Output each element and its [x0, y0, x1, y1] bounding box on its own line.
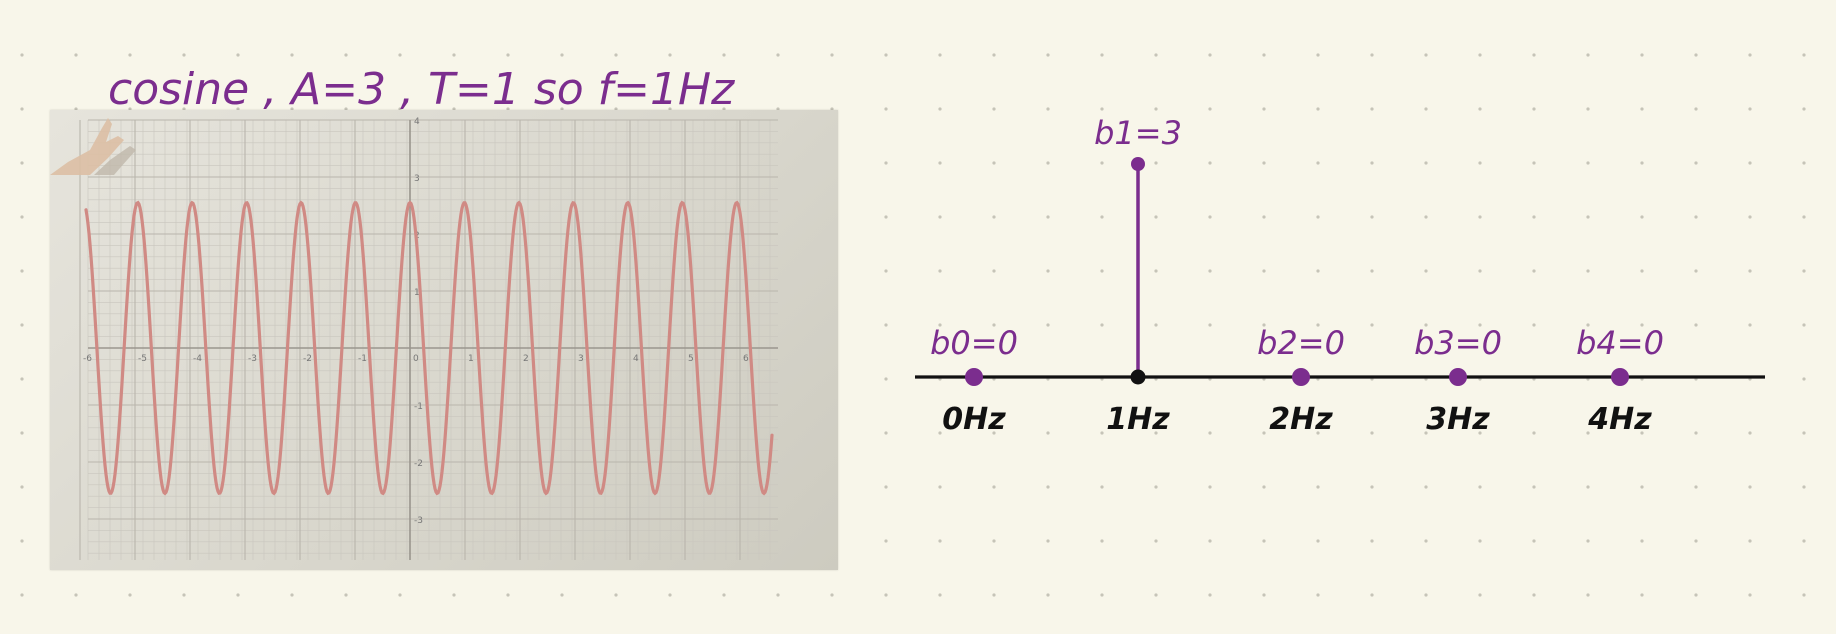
frequency-label: 4Hz: [1587, 402, 1652, 437]
frequency-label: 1Hz: [1106, 402, 1170, 437]
y-tick-label: -3: [414, 516, 423, 526]
frequency-label: 2Hz: [1269, 402, 1333, 437]
stem-base-dot: [1130, 369, 1146, 385]
x-tick-label: 6: [743, 354, 749, 364]
cosine-graph-photo: -6 -5 -4 -3 -2 -1 0 1 2 3 4 5 6 4 3 2 1 -1 -2 -3: [50, 110, 838, 570]
x-tick-label: 1: [468, 354, 474, 364]
x-tick-label: 4: [633, 354, 639, 364]
x-tick-label: -2: [303, 354, 312, 364]
stem-tip-dot: [1131, 157, 1145, 171]
stem-zero-dot: [965, 368, 983, 386]
frequency-label: 3Hz: [1426, 402, 1490, 437]
x-tick-label: -1: [358, 354, 367, 364]
stem-zero-dot: [1611, 368, 1629, 386]
header-note-text: cosine , A=3 , T=1 so f=1Hz: [108, 64, 735, 115]
cosine-curve: [84, 200, 774, 496]
coefficient-label: b0=0: [930, 324, 1018, 362]
x-tick-label: 5: [688, 354, 694, 364]
x-tick-label: -6: [83, 354, 92, 364]
x-tick-label: 2: [523, 354, 529, 364]
coefficient-label: b3=0: [1414, 324, 1502, 362]
y-tick-label: 4: [414, 117, 420, 127]
x-tick-label: 0: [413, 354, 419, 364]
x-tick-label: -4: [193, 354, 202, 364]
coefficient-label: b1=3: [1094, 114, 1182, 152]
hand-image: [50, 118, 136, 175]
stem-zero-dot: [1449, 368, 1467, 386]
stem-zero-dot: [1292, 368, 1310, 386]
frequency-label: 0Hz: [942, 402, 1006, 437]
x-tick-label: -5: [138, 354, 147, 364]
x-tick-label: -3: [248, 354, 257, 364]
y-tick-label: -1: [414, 402, 423, 412]
y-tick-label: -2: [414, 459, 423, 469]
x-tick-label: 3: [578, 354, 584, 364]
y-tick-label: 1: [414, 288, 420, 298]
y-tick-label: 3: [414, 174, 420, 184]
coefficient-label: b4=0: [1576, 324, 1664, 362]
coefficient-label: b2=0: [1257, 324, 1345, 362]
